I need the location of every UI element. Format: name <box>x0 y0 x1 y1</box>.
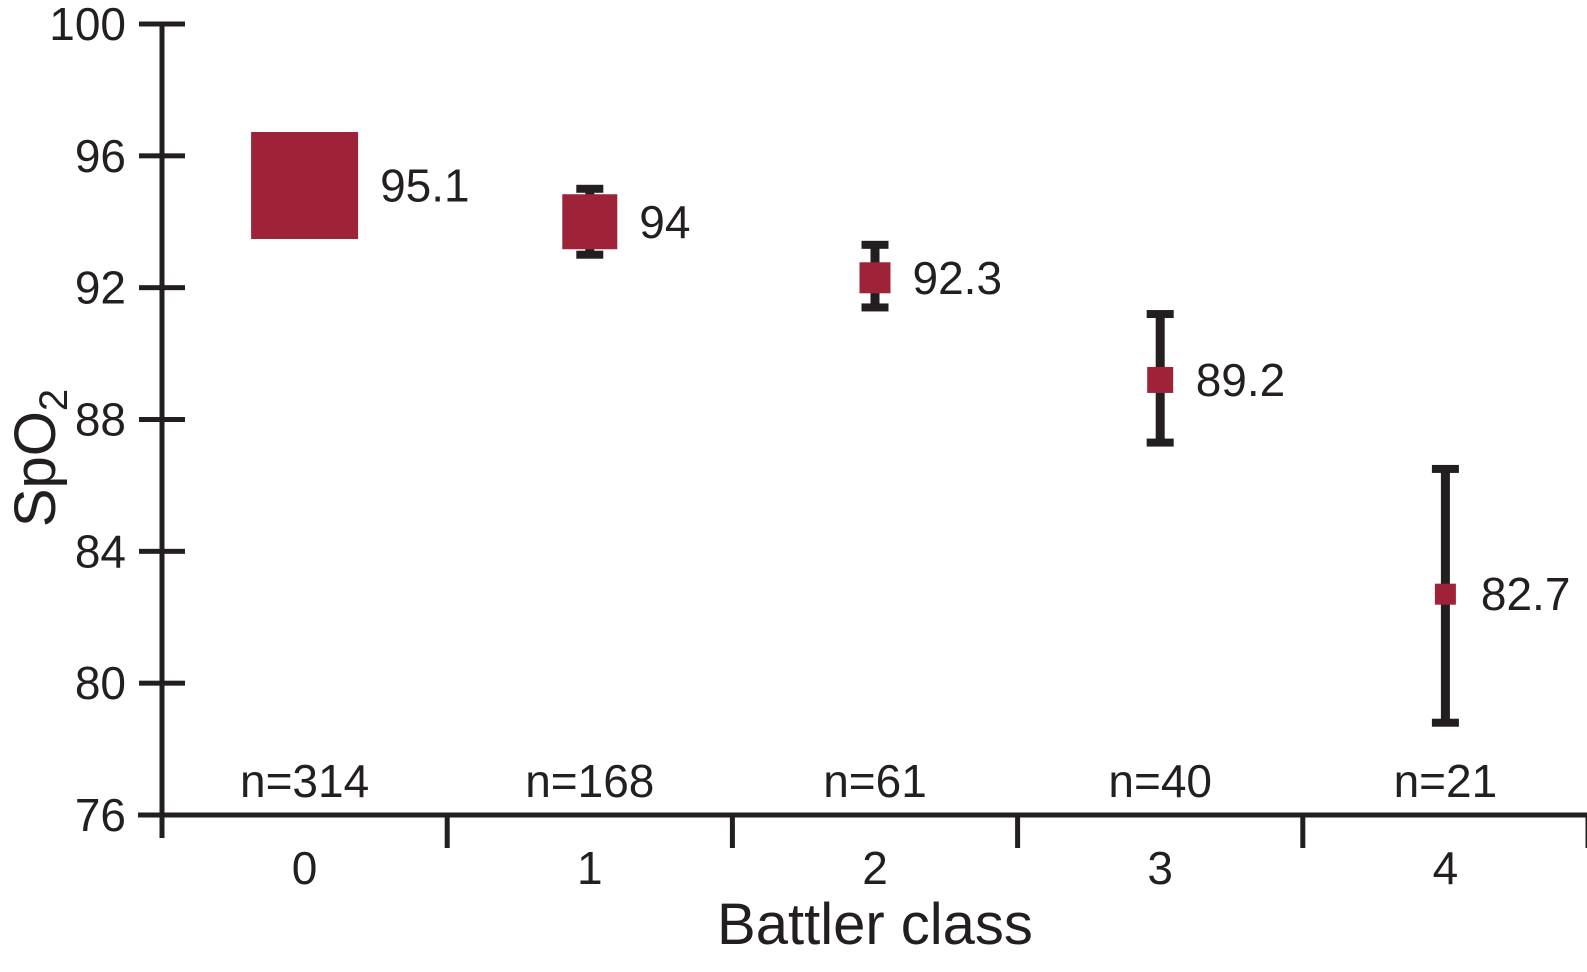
y-axis-line <box>160 24 165 838</box>
y-tick <box>139 22 185 27</box>
error-bar-cap-bottom <box>1432 719 1459 727</box>
data-point-value-label: 94 <box>639 196 690 248</box>
x-tick <box>730 813 735 849</box>
y-tick-label: 88 <box>75 394 126 446</box>
y-tick-label: 84 <box>75 525 126 577</box>
error-bar-cap-top <box>1432 465 1459 473</box>
x-tick <box>1300 813 1305 849</box>
sample-size-label: n=40 <box>1108 755 1212 807</box>
x-tick-label: 0 <box>292 842 318 894</box>
y-tick <box>139 813 185 818</box>
data-point-value-label: 92.3 <box>913 252 1003 304</box>
y-tick <box>139 285 185 290</box>
sample-size-label: n=21 <box>1394 755 1498 807</box>
data-point-marker <box>860 262 891 293</box>
x-tick-label: 4 <box>1433 842 1459 894</box>
x-tick <box>1015 813 1020 849</box>
y-tick <box>139 417 185 422</box>
error-bar-cap-top <box>576 185 603 193</box>
sample-size-label: n=168 <box>525 755 654 807</box>
y-tick <box>139 549 185 554</box>
y-tick <box>139 153 185 158</box>
data-point-value-label: 89.2 <box>1196 354 1286 406</box>
error-bar-cap-bottom <box>576 251 603 259</box>
data-point-marker <box>251 132 358 239</box>
y-tick-label: 96 <box>75 130 126 182</box>
sample-size-label: n=314 <box>240 755 369 807</box>
error-bar-cap-bottom <box>1147 439 1174 447</box>
data-point-value-label: 82.7 <box>1481 568 1571 620</box>
y-tick-label: 80 <box>75 657 126 709</box>
y-tick-label: 76 <box>75 789 126 841</box>
x-tick-label: 1 <box>577 842 603 894</box>
sample-size-label: n=61 <box>823 755 927 807</box>
error-bar-cap-bottom <box>862 303 889 311</box>
data-point-marker <box>1435 584 1456 605</box>
x-tick-label: 2 <box>862 842 888 894</box>
x-axis-title: Battler class <box>717 892 1033 957</box>
x-tick <box>445 813 450 849</box>
data-point-marker <box>562 194 617 249</box>
error-bar-cap-top <box>862 241 889 249</box>
data-point-marker <box>1147 367 1173 393</box>
x-tick-label: 3 <box>1147 842 1173 894</box>
data-point-value-label: 95.1 <box>380 159 470 211</box>
error-bar-cap-top <box>1147 310 1174 318</box>
x-axis-line <box>138 813 1587 818</box>
y-tick-label: 100 <box>49 0 126 50</box>
y-tick <box>139 681 185 686</box>
y-tick-label: 92 <box>75 262 126 314</box>
